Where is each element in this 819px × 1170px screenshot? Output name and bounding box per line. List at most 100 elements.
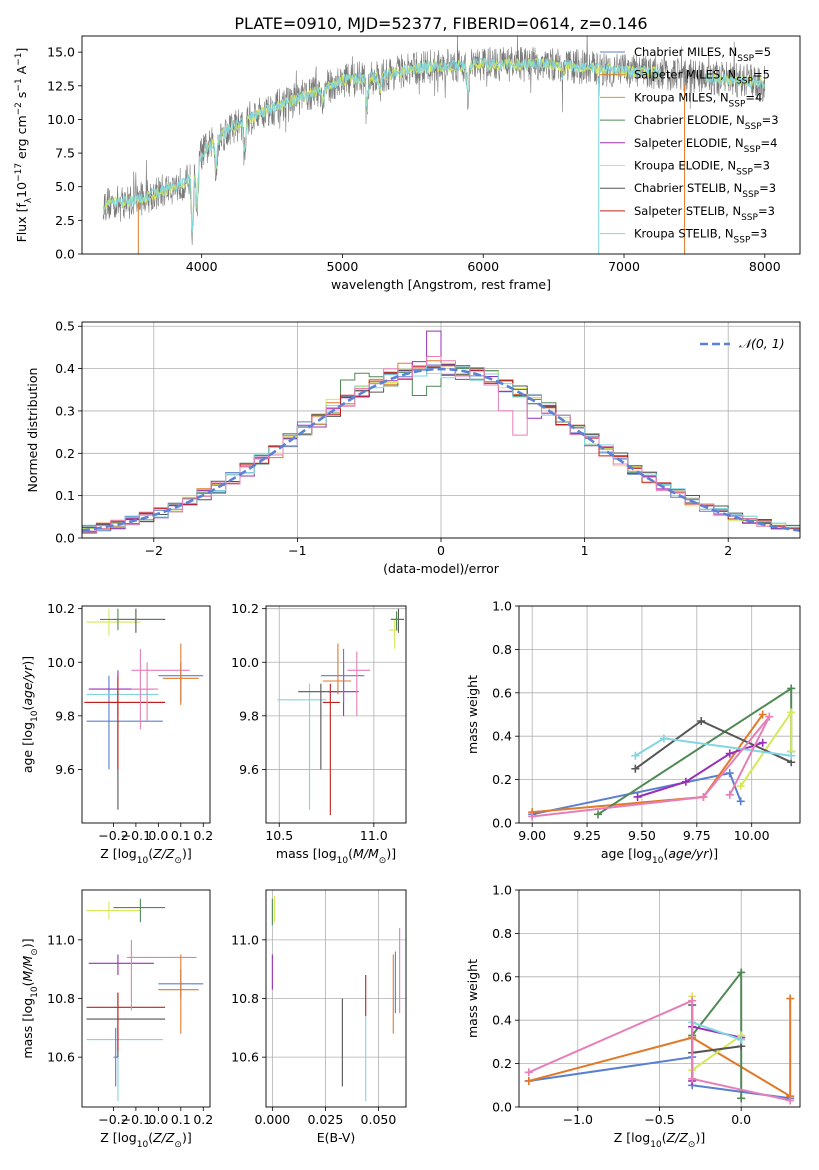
legend-text: Chabrier STELIB, N — [634, 181, 742, 195]
y-tick-label: 10.0 — [47, 655, 75, 670]
x-tick-label: 2 — [724, 543, 732, 558]
x-tick-label: 10.5 — [265, 828, 293, 843]
x-axis-label-part: ⊙ — [174, 856, 182, 866]
errorbar-point — [86, 1027, 163, 1102]
x-tick-label: 0.0 — [731, 1112, 751, 1127]
x-axis-label: age [log10(age/yr)] — [601, 846, 718, 866]
x-tick-label: 0 — [437, 543, 445, 558]
weight-marker — [524, 1068, 533, 1077]
errorbar-point — [86, 675, 163, 770]
errorbar-point — [84, 675, 166, 770]
x-axis-label-part: 10 — [652, 856, 664, 866]
y-axis-label-part: −2 — [14, 102, 24, 115]
weight-marker — [725, 769, 734, 778]
y-tick-label: 0.8 — [492, 926, 512, 941]
x-axis-label-part: 10 — [650, 1140, 662, 1150]
y-axis-label-part: −17 — [14, 163, 24, 182]
y-axis-label-part: ⊙ — [30, 948, 40, 956]
errorbar-point — [347, 651, 371, 716]
x-axis-label: wavelength [Angstrom, rest frame] — [331, 277, 551, 292]
x-tick-label: 9.00 — [518, 828, 546, 843]
weight-marker — [631, 764, 640, 773]
spectrum-model-line — [102, 57, 661, 233]
weight-marker — [688, 1074, 697, 1083]
x-tick-label: −2 — [145, 543, 163, 558]
x-axis-label-part: Z/Z — [152, 846, 175, 861]
x-axis-label: (data-model)/error — [383, 561, 500, 576]
y-axis-label-part: λ — [24, 197, 34, 203]
x-axis-label-part: ( — [662, 1130, 667, 1145]
errorbar-point — [113, 608, 166, 633]
weight-line — [691, 1021, 742, 1041]
x-tick-label: −0.1 — [121, 828, 151, 843]
y-tick-label: 0.2 — [492, 1056, 512, 1071]
weight-series-kroupa-stelib — [631, 734, 796, 760]
errorbar-point — [131, 648, 190, 730]
weight-series-kroupa-elodie — [736, 708, 796, 791]
x-tick-label: 0.0 — [148, 828, 168, 843]
errorbar-point — [277, 683, 327, 810]
legend-text: Salpeter MILES, N — [634, 68, 736, 82]
weight-marker — [736, 797, 745, 806]
errorbar-point — [298, 683, 340, 770]
legend-tail: =3 — [759, 181, 776, 195]
weight-marker — [725, 790, 734, 799]
x-axis-label: E(B-V) — [317, 1130, 356, 1145]
x-tick-label: 4000 — [186, 259, 218, 274]
legend-sub: SSP — [729, 99, 746, 109]
x-tick-label: 5000 — [327, 259, 359, 274]
plot-area — [84, 608, 204, 810]
legend-tail: =3 — [758, 204, 775, 218]
x-axis-label-part: )] — [695, 1130, 705, 1145]
y-tick-label: 0.0 — [55, 531, 75, 546]
y-axis-label-part: Flux [f — [14, 203, 29, 243]
errorbar-point — [322, 643, 352, 695]
figure-title: PLATE=0910, MJD=52377, FIBERID=0614, z=0… — [234, 14, 647, 33]
panel-frame — [518, 889, 801, 1108]
x-tick-label: 0.1 — [171, 1112, 191, 1127]
legend-sub: SSP — [744, 145, 761, 155]
x-tick-label: −1 — [288, 543, 306, 558]
y-tick-label: 5.0 — [55, 179, 75, 194]
x-tick-label: 11.0 — [360, 828, 388, 843]
legend-tail: =4 — [761, 136, 778, 150]
y-tick-label: 0.3 — [55, 403, 75, 418]
y-axis-label-part: ( — [20, 706, 35, 711]
x-axis-label-part: 10 — [337, 856, 349, 866]
y-axis-label-part: mass weight — [465, 675, 480, 754]
legend-text: Kroupa STELIB, N — [634, 227, 734, 241]
y-tick-label: 7.5 — [55, 146, 75, 161]
x-tick-label: 0.2 — [193, 828, 213, 843]
errorbar-point — [86, 689, 166, 810]
legend-label: 𝒩(0, 1) — [739, 336, 785, 351]
x-axis-label: mass [log10(M/M⊙)] — [276, 846, 396, 866]
y-tick-label: 10.2 — [231, 601, 259, 616]
y-axis-label-part: erg cm — [14, 115, 29, 163]
panel-weight-vs-Z: −1.0 −0.5 0.0 0.0 0.2 0.4 0.6 0.8 1.0 Z [log10(Z/… — [465, 883, 801, 1150]
y-tick-label: 0.0 — [55, 247, 75, 262]
y-axis-label-part: A — [14, 65, 29, 78]
legend-label: Chabrier ELODIE, NSSP=3 — [634, 113, 779, 132]
y-tick-label: 1.0 — [492, 599, 512, 614]
errorbar-point — [113, 1027, 118, 1087]
x-axis-label-part: Z [log — [614, 1130, 650, 1145]
errorbar-point — [126, 939, 197, 1011]
x-axis-label-part: age [log — [601, 846, 652, 861]
weight-series-chabrier-elodie — [688, 968, 746, 1103]
x-tick-label: 1 — [581, 543, 589, 558]
y-axis-label: mass weight — [465, 675, 480, 754]
y-axis-label: age [log10(age/yr)] — [20, 656, 40, 773]
y-tick-label: 10.8 — [47, 991, 75, 1006]
x-axis-label-part: )] — [182, 1130, 192, 1145]
x-tick-label: 0.0 — [148, 1112, 168, 1127]
x-tick-label: −0.1 — [121, 1112, 151, 1127]
x-tick-label: 10.00 — [734, 828, 770, 843]
x-axis-label-part: M/M — [353, 846, 379, 861]
weight-line — [532, 716, 771, 818]
x-tick-label: 8000 — [749, 259, 781, 274]
x-tick-label: 0.2 — [193, 1112, 213, 1127]
x-axis-label-part: wavelength [Angstrom, rest frame] — [331, 277, 551, 292]
panel-age-vs-mass: 10.5 11.0 9.6 9.8 10.0 10.2 mass [log10(M/M⊙)] — [231, 601, 407, 866]
weight-marker — [737, 1035, 746, 1044]
weight-marker — [659, 734, 668, 743]
